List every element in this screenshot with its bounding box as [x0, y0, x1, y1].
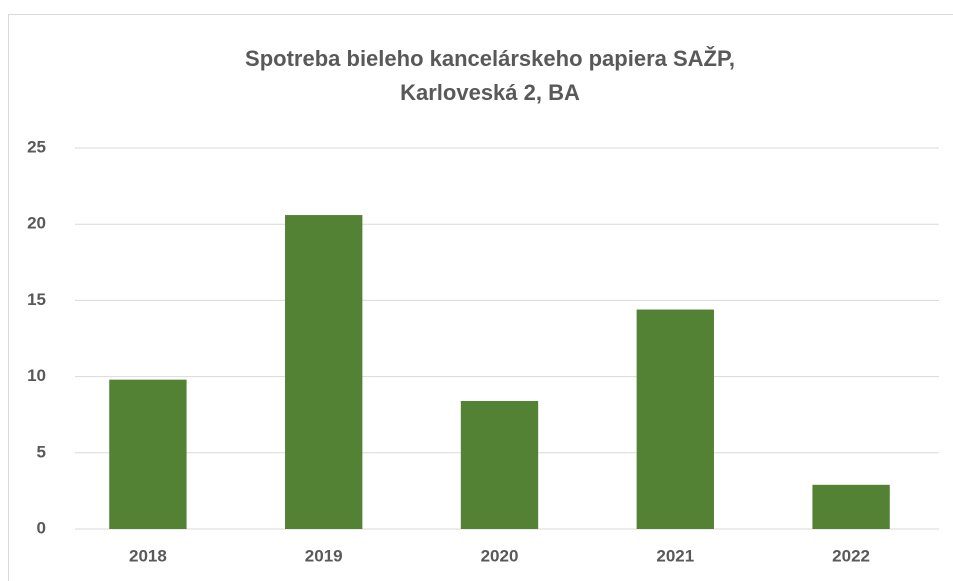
bar — [812, 484, 890, 529]
x-tick-label: 2018 — [129, 546, 167, 565]
bar — [636, 309, 714, 529]
chart-frame — [8, 14, 953, 581]
x-tick-label: 2019 — [305, 546, 343, 565]
bar — [285, 215, 363, 529]
chart-title: Karloveská 2, BA — [400, 80, 580, 105]
y-tick-label: 5 — [37, 442, 46, 461]
bar — [460, 400, 539, 529]
x-tick-label: 2022 — [832, 546, 870, 565]
y-tick-label: 0 — [37, 518, 46, 537]
y-tick-label: 15 — [27, 290, 46, 309]
x-tick-label: 2021 — [656, 546, 694, 565]
y-tick-label: 25 — [27, 137, 46, 156]
chart-title: Spotreba bieleho kancelárskeho papiera S… — [245, 46, 735, 71]
y-tick-label: 10 — [27, 366, 46, 385]
x-tick-label: 2020 — [481, 546, 519, 565]
y-tick-label: 20 — [27, 214, 46, 233]
bar — [109, 379, 187, 529]
